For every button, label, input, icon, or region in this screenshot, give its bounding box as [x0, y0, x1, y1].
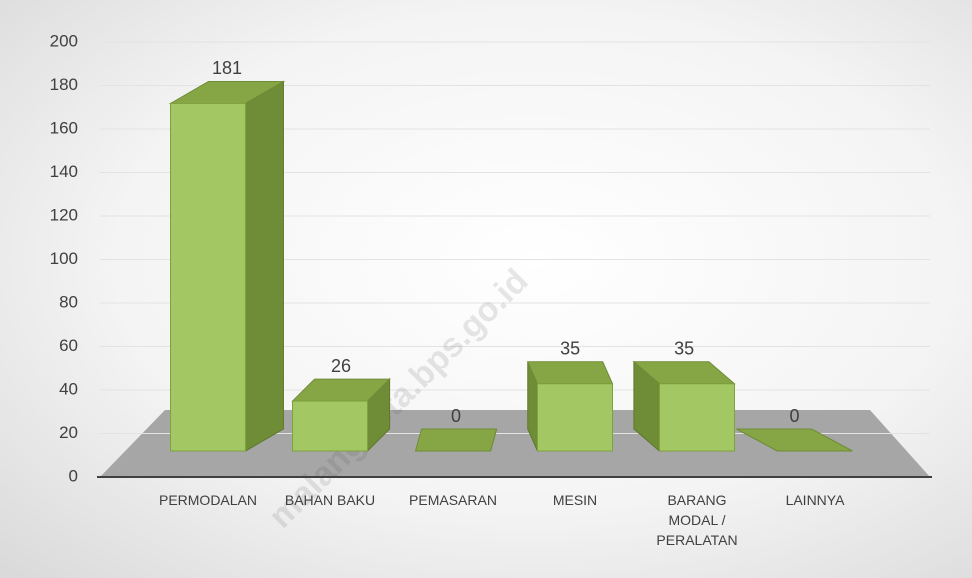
x-tick-label: PEMASARAN — [409, 492, 497, 508]
value-label: 35 — [674, 339, 694, 359]
bar-top — [414, 428, 498, 452]
y-tick-label: 180 — [50, 75, 78, 94]
x-tick-label: BARANG MODAL / PERALATAN — [656, 492, 738, 548]
bar-side — [245, 80, 284, 452]
bar-top — [526, 361, 614, 385]
bar — [632, 360, 736, 453]
bar — [736, 428, 853, 452]
y-tick-label: 120 — [50, 205, 78, 224]
bar — [526, 361, 614, 452]
y-tick-label: 0 — [69, 466, 78, 485]
x-tick-label: MESIN — [552, 492, 598, 508]
value-label: 26 — [331, 356, 351, 376]
y-tick-label: 60 — [59, 336, 78, 355]
value-label: 0 — [790, 406, 800, 426]
y-tick-label: 200 — [50, 31, 78, 50]
x-tick-label: PERMODALAN — [158, 492, 258, 508]
value-label: 35 — [560, 339, 580, 359]
y-tick-label: 100 — [50, 249, 78, 268]
value-label: 181 — [212, 58, 242, 78]
x-tick-label: LAINNYA — [785, 492, 845, 508]
y-tick-label: 140 — [50, 162, 78, 181]
bar-front — [170, 102, 246, 452]
bar-front — [659, 383, 735, 452]
bar — [291, 377, 391, 453]
bar — [168, 80, 286, 452]
bar-top — [736, 428, 853, 452]
y-tick-label: 80 — [59, 292, 78, 311]
bar-front — [292, 400, 368, 452]
x-tick-label: BAHAN BAKU — [284, 492, 376, 508]
y-tick-label: 40 — [59, 379, 78, 398]
y-tick-label: 20 — [59, 423, 78, 442]
bar-front — [537, 383, 613, 452]
y-tick-label: 160 — [50, 118, 78, 137]
bar — [414, 428, 498, 452]
value-label: 0 — [451, 406, 461, 426]
